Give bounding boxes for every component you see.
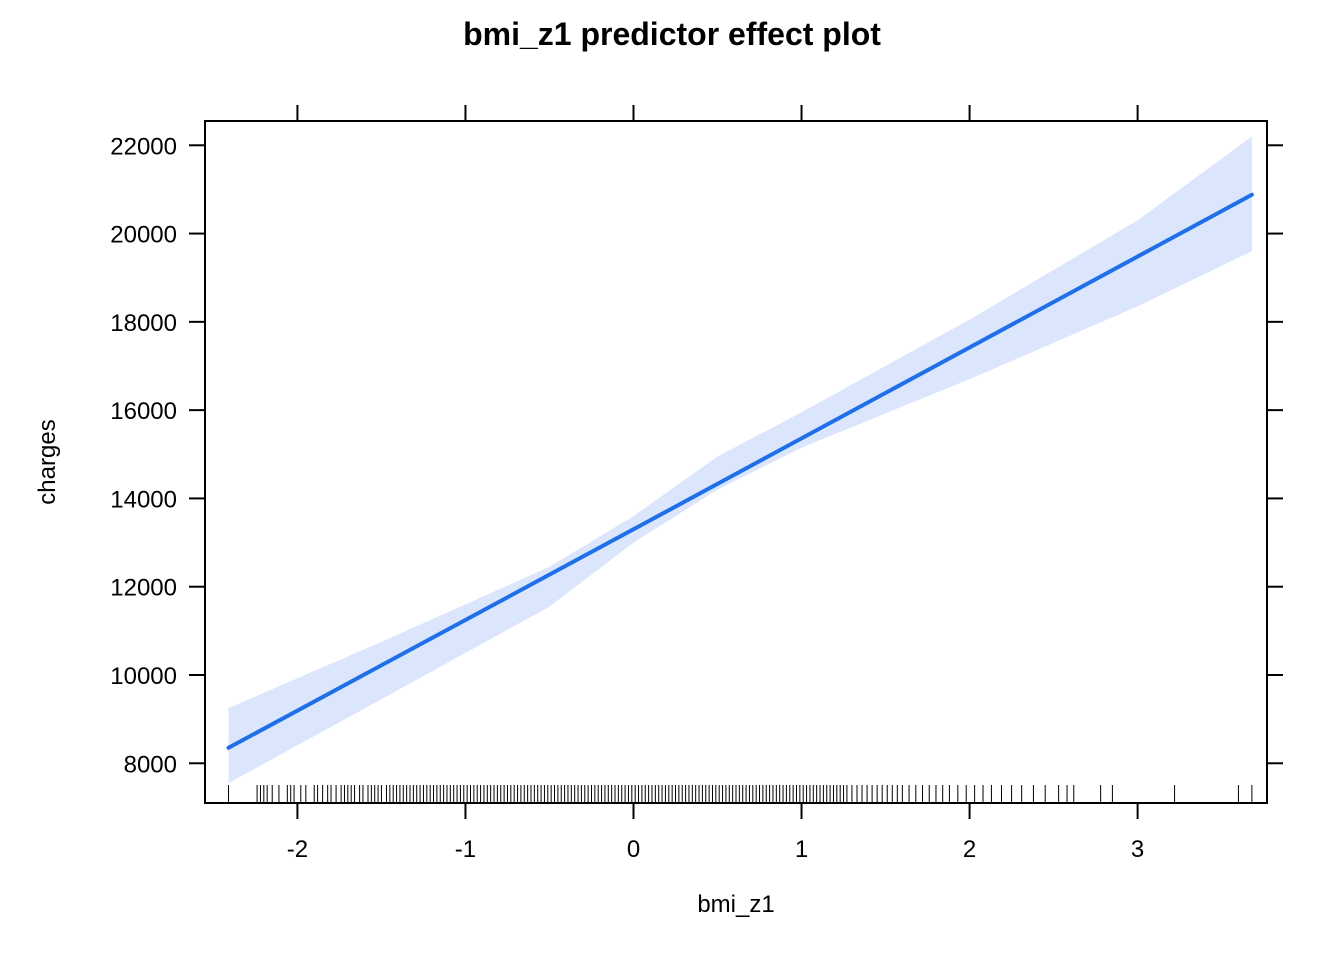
x-tick-label: 2	[963, 836, 976, 863]
y-tick-label: 20000	[110, 222, 177, 249]
y-tick-label: 12000	[110, 575, 177, 602]
chart-title: bmi_z1 predictor effect plot	[463, 16, 881, 52]
rug-layer	[228, 785, 1253, 803]
y-tick-label: 8000	[124, 751, 177, 778]
y-tick-label: 16000	[110, 398, 177, 425]
x-axis: -2 -1 0 1 2 3	[287, 105, 1144, 863]
x-tick-label: -1	[455, 836, 476, 863]
y-axis: 8000 10000 12000 14000 16000 18000 20000 22000	[110, 133, 1283, 778]
y-tick-label: 18000	[110, 310, 177, 337]
x-tick-label: 3	[1131, 836, 1144, 863]
x-tick-label: 0	[627, 836, 640, 863]
effect-line-series-0	[226, 192, 1254, 750]
effect-line-layer	[226, 192, 1254, 750]
x-tick-label: 1	[795, 836, 808, 863]
y-tick-label: 22000	[110, 133, 177, 160]
x-axis-label: bmi_z1	[697, 891, 774, 918]
y-axis-label: charges	[34, 419, 61, 504]
y-tick-label: 14000	[110, 486, 177, 513]
x-tick-label: -2	[287, 836, 308, 863]
plot-frame	[204, 120, 1268, 804]
y-tick-label: 10000	[110, 663, 177, 690]
confidence-band-layer	[228, 136, 1252, 784]
confidence-band	[228, 136, 1252, 784]
